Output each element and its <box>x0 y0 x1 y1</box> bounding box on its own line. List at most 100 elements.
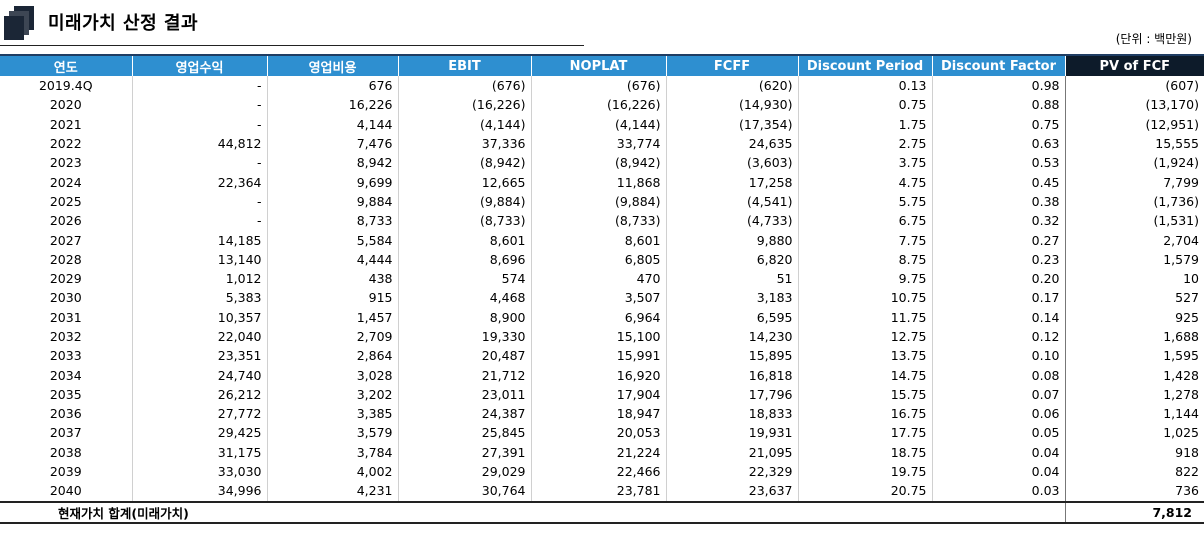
value-cell: 14,185 <box>131 230 267 250</box>
value-cell: (14,930) <box>665 95 798 115</box>
value-cell: 11.75 <box>797 307 932 327</box>
value-cell: 22,040 <box>131 326 267 347</box>
value-cell: 0.32 <box>931 211 1065 231</box>
value-cell: 915 <box>266 288 398 308</box>
value-cell: (12,951) <box>1064 114 1204 134</box>
value-cell: 918 <box>1064 442 1204 462</box>
column-header: 영업비용 <box>266 54 398 76</box>
value-cell: 17,796 <box>665 384 798 405</box>
value-cell: 33,030 <box>131 461 267 482</box>
value-cell: (4,541) <box>665 191 798 212</box>
value-cell: 16,818 <box>665 365 798 385</box>
value-cell: 20,487 <box>397 346 531 366</box>
value-cell: 0.12 <box>931 326 1065 347</box>
value-cell: 15,555 <box>1064 133 1204 154</box>
year-cell: 2039 <box>49 464 82 480</box>
value-cell: 44,812 <box>131 133 267 154</box>
value-cell: 8,601 <box>397 230 531 250</box>
value-cell: 3,385 <box>266 404 398 424</box>
value-cell: 12.75 <box>797 326 932 347</box>
value-cell: 3,183 <box>665 288 798 308</box>
value-cell: 33,774 <box>530 133 666 154</box>
value-cell: (4,144) <box>397 114 531 134</box>
value-cell: 527 <box>1064 288 1204 308</box>
unit-label: (단위 : 백만원) <box>1115 32 1192 46</box>
value-cell: 0.04 <box>931 442 1065 462</box>
value-cell: - <box>131 211 267 231</box>
value-cell: 8,733 <box>266 211 398 231</box>
column-header: 연도 <box>0 54 132 76</box>
value-cell: 29,029 <box>397 461 531 482</box>
year-cell: 2029 <box>49 271 82 287</box>
value-cell: 3,579 <box>266 423 398 443</box>
value-cell: 438 <box>266 268 398 289</box>
year-cell: 2040 <box>49 483 82 499</box>
column-header: 영업수익 <box>131 54 267 76</box>
value-cell: 0.23 <box>931 249 1065 269</box>
value-cell: 30,764 <box>397 481 531 502</box>
total-label: 현재가치 합계(미래가치) <box>0 500 1065 524</box>
value-cell: (8,942) <box>530 153 666 173</box>
table-row: 2020-16,226 (16,226) (16,226) (14,930) 0.75 0… <box>0 95 1204 115</box>
value-cell: 24,635 <box>665 133 798 154</box>
table-row: 2023-8,942 (8,942) (8,942) (3,603) 3.75 0.53(… <box>0 153 1204 173</box>
value-cell: 20,053 <box>530 423 666 443</box>
value-cell: 1,144 <box>1064 404 1204 424</box>
value-cell: (8,733) <box>397 211 531 231</box>
value-cell: 0.75 <box>797 95 932 115</box>
title-underline <box>0 45 584 46</box>
table-row: 2034 24,740 3,028 21,712 16,920 16,818 14.75 0.… <box>0 365 1204 385</box>
value-cell: 8,942 <box>266 153 398 173</box>
value-cell: 16,920 <box>530 365 666 385</box>
value-cell: 14,230 <box>665 326 798 347</box>
value-cell: 3.75 <box>797 153 932 173</box>
value-cell: 3,784 <box>266 442 398 462</box>
value-cell: 26,212 <box>131 384 267 405</box>
value-cell: 8,696 <box>397 249 531 269</box>
value-cell: 13.75 <box>797 346 932 366</box>
year-cell: 2030 <box>49 290 82 306</box>
value-cell: 1,428 <box>1064 365 1204 385</box>
table-row: 2030 5,383 915 4,468 3,507 3,183 10.75 0.17 527 <box>0 288 1204 308</box>
value-cell: - <box>131 95 267 115</box>
year-cell: 2033 <box>49 348 82 364</box>
value-cell: 0.06 <box>931 404 1065 424</box>
value-cell: 2,704 <box>1064 230 1204 250</box>
value-cell: 0.03 <box>931 481 1065 502</box>
value-cell: 9,880 <box>665 230 798 250</box>
value-cell: 10 <box>1064 268 1204 289</box>
value-cell: - <box>131 76 267 96</box>
year-cell: 2031 <box>49 309 82 325</box>
valuation-table: 연도 영업수익 영업비용 EBIT NOPLAT FCFF Discount Period D… <box>0 54 1204 524</box>
value-cell: 4,444 <box>266 249 398 269</box>
value-cell: 10,357 <box>131 307 267 327</box>
table-row: 2032 22,040 2,709 19,330 15,100 14,230 12.75 0.… <box>0 326 1204 347</box>
value-cell: 21,095 <box>665 442 798 462</box>
value-cell: 18,947 <box>530 404 666 424</box>
value-cell: 1,012 <box>131 268 267 289</box>
table-row: 2028 13,140 4,444 8,696 6,805 6,820 8.75 0.23 1,… <box>0 249 1204 269</box>
year-cell: 2036 <box>49 406 82 422</box>
value-cell: 8,601 <box>530 230 666 250</box>
value-cell: 0.20 <box>931 268 1065 289</box>
value-cell: 5,584 <box>266 230 398 250</box>
value-cell: 470 <box>530 268 666 289</box>
table-row: 2036 27,772 3,385 24,387 18,947 18,833 16.75 0.… <box>0 404 1204 424</box>
value-cell: 7,476 <box>266 133 398 154</box>
value-cell: (16,226) <box>530 95 666 115</box>
value-cell: 0.45 <box>931 172 1065 192</box>
value-cell: (4,144) <box>530 114 666 134</box>
value-cell: 19.75 <box>797 461 932 482</box>
value-cell: 27,772 <box>131 404 267 424</box>
value-cell: 0.13 <box>797 76 932 96</box>
value-cell: 6,964 <box>530 307 666 327</box>
value-cell: 17,258 <box>665 172 798 192</box>
value-cell: 0.08 <box>931 365 1065 385</box>
year-cell: 2024 <box>49 174 82 190</box>
value-cell: 736 <box>1064 481 1204 502</box>
value-cell: 0.53 <box>931 153 1065 173</box>
value-cell: 9,884 <box>266 191 398 212</box>
table-row: 2035 26,212 3,202 23,011 17,904 17,796 15.75 0.… <box>0 384 1204 405</box>
value-cell: 0.17 <box>931 288 1065 308</box>
value-cell: 16.75 <box>797 404 932 424</box>
